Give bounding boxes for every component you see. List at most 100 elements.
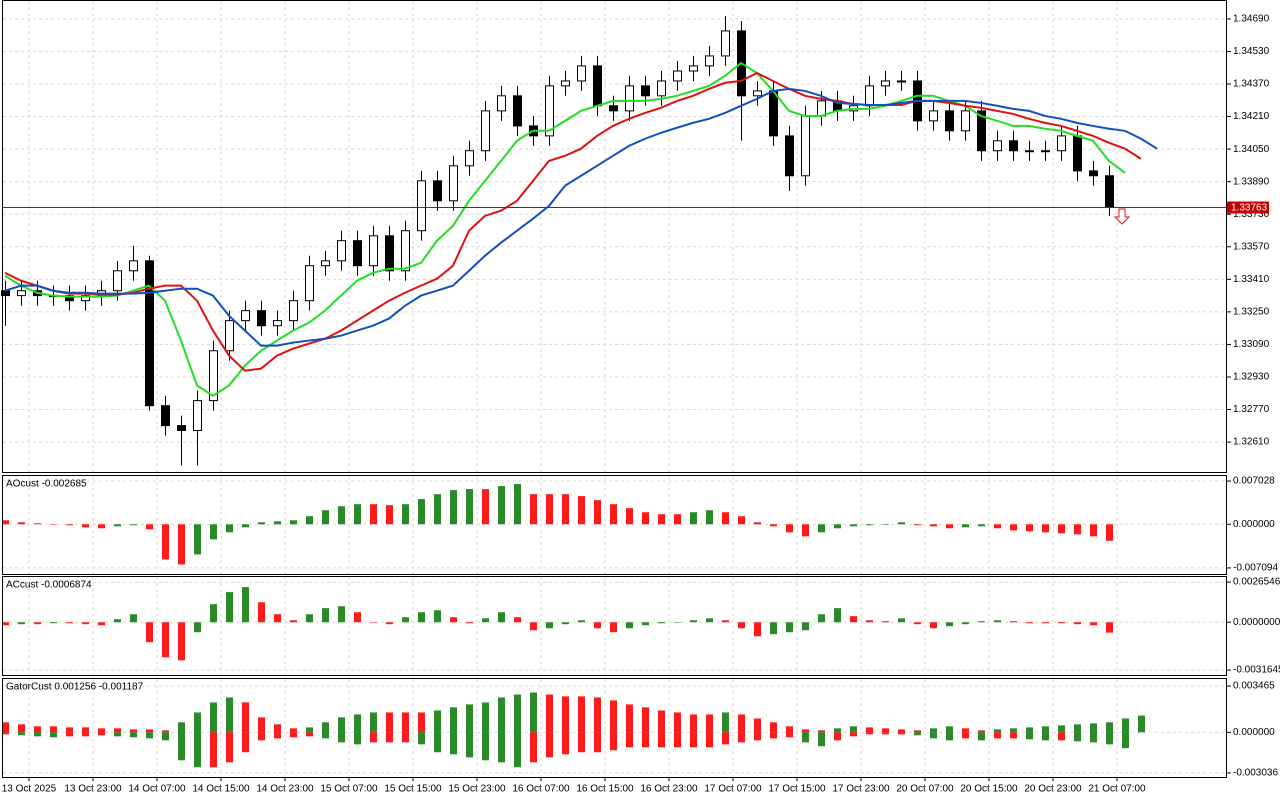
- y-tick-label: 1.34690: [1233, 14, 1270, 25]
- gator-bar: [450, 707, 457, 733]
- y-tick-label: 0.0026546: [1233, 577, 1280, 588]
- x-tick-label: 17 Oct 07:00: [704, 784, 762, 795]
- histogram-bar: [1042, 622, 1049, 624]
- candle-body: [545, 85, 554, 137]
- gator-bar: [162, 732, 169, 741]
- gator-bar: [130, 729, 137, 733]
- histogram-bar: [722, 512, 729, 525]
- histogram-bar: [994, 620, 1001, 623]
- candle-body: [881, 80, 890, 87]
- gator-bar: [754, 732, 761, 741]
- histogram-bar: [1074, 622, 1081, 625]
- histogram-bar: [178, 622, 185, 661]
- histogram-bar: [258, 522, 265, 525]
- candle-body: [785, 135, 794, 177]
- y-tick-label: 0.0000000: [1233, 617, 1280, 628]
- histogram-bar: [226, 524, 233, 533]
- histogram-bar: [642, 622, 649, 626]
- histogram-bar: [402, 617, 409, 623]
- candle-body: [113, 270, 122, 292]
- histogram-bar: [914, 622, 921, 625]
- y-tick-label: 0.000000: [1233, 727, 1275, 738]
- candle-body: [465, 150, 474, 167]
- histogram-bar: [402, 504, 409, 525]
- gator-bar: [1058, 732, 1065, 741]
- gator-bar: [66, 732, 73, 737]
- histogram-bar: [162, 622, 169, 658]
- histogram-bar: [178, 524, 185, 565]
- histogram-bar: [34, 622, 41, 625]
- gator-bar: [322, 722, 329, 733]
- gator-bar: [274, 732, 281, 739]
- candle-body: [81, 295, 90, 302]
- candle-body: [17, 290, 26, 297]
- gator-bar: [802, 732, 809, 743]
- histogram-bar: [946, 622, 953, 627]
- histogram-bar: [546, 494, 553, 525]
- gator-bar: [786, 726, 793, 733]
- gator-bar: [946, 732, 953, 741]
- histogram-bar: [818, 614, 825, 623]
- histogram-bar: [898, 522, 905, 525]
- histogram-bar: [834, 608, 841, 623]
- x-tick-label: 15 Oct 15:00: [384, 784, 442, 795]
- candle-body: [257, 310, 266, 327]
- gator-bar: [690, 714, 697, 733]
- gator-bar: [2, 722, 9, 733]
- histogram-bar: [386, 622, 393, 625]
- histogram-bar: [882, 524, 889, 525]
- gator-bar: [914, 730, 921, 733]
- candle-body: [161, 405, 170, 427]
- candle-body: [945, 110, 954, 132]
- gator-bar: [210, 702, 217, 733]
- gator-bar: [882, 728, 889, 733]
- gator-bar: [1010, 728, 1017, 733]
- histogram-bar: [530, 494, 537, 525]
- gator-bar: [50, 732, 57, 738]
- gator-bar: [530, 732, 537, 763]
- candle-body: [705, 55, 714, 67]
- histogram-bar: [82, 524, 89, 528]
- histogram-bar: [306, 516, 313, 525]
- histogram-bar: [626, 508, 633, 525]
- candle-body: [593, 65, 602, 107]
- histogram-bar: [770, 622, 777, 635]
- histogram-bar: [642, 512, 649, 525]
- gator-bar: [722, 712, 729, 733]
- histogram-bar: [434, 494, 441, 525]
- candle-body: [929, 110, 938, 122]
- panel-title: AOcust -0.002685: [6, 479, 87, 490]
- histogram-bar: [66, 622, 73, 624]
- histogram-bar: [770, 524, 777, 527]
- histogram-bar: [882, 621, 889, 623]
- gator-bar: [498, 732, 505, 763]
- x-tick-label: 14 Oct 07:00: [128, 784, 186, 795]
- histogram-bar: [706, 618, 713, 623]
- gator-bar: [418, 712, 425, 733]
- histogram-bar: [962, 622, 969, 625]
- histogram-bar: [866, 524, 873, 526]
- candle-body: [353, 240, 362, 267]
- x-tick-label: 21 Oct 07:00: [1088, 784, 1146, 795]
- gator-bar: [194, 712, 201, 733]
- gator-bar: [610, 732, 617, 751]
- histogram-bar: [226, 592, 233, 623]
- histogram-bar: [594, 500, 601, 525]
- gator-bar: [146, 732, 153, 739]
- x-tick-label: 20 Oct 15:00: [960, 784, 1018, 795]
- y-tick-label: 1.33730: [1233, 209, 1270, 220]
- histogram-bar: [34, 523, 41, 525]
- gator-bar: [930, 732, 937, 739]
- gator-bar: [994, 732, 1001, 739]
- gator-bar: [66, 727, 73, 733]
- candle-body: [561, 80, 570, 87]
- histogram-bar: [2, 622, 9, 626]
- y-tick-label: 0.003465: [1233, 681, 1275, 692]
- x-tick-label: 17 Oct 15:00: [768, 784, 826, 795]
- histogram-bar: [2, 520, 9, 525]
- histogram-bar: [514, 617, 521, 623]
- marks-layer: [1, 16, 1227, 768]
- candle-body: [401, 230, 410, 272]
- histogram-bar: [802, 622, 809, 631]
